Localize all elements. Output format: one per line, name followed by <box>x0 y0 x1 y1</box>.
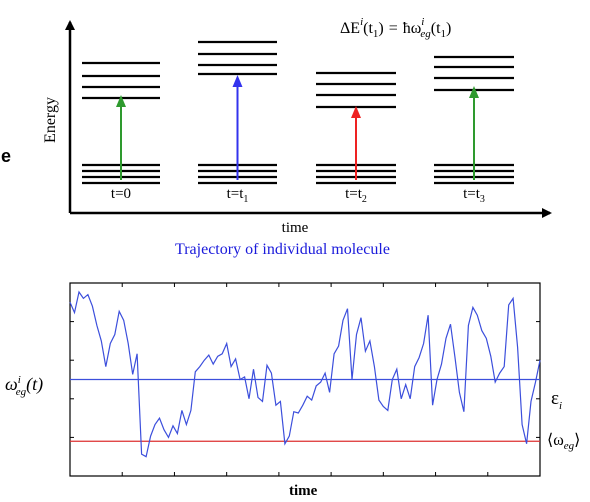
omega-eg-axis-label: ωieg(t) <box>5 374 44 398</box>
energy-level-diagram: Energy time ΔEi(t1) = ħωi eg(t1) t=0 t=t1 t=t… <box>42 16 552 236</box>
energy-column: t=t1 <box>198 40 277 205</box>
transition-arrowhead <box>469 86 479 98</box>
energy-axis-label: Energy <box>42 97 59 143</box>
transition-arrowhead <box>232 75 243 87</box>
energy-column: t=t2 <box>316 71 396 205</box>
cropped-text-fragment: e <box>1 146 12 166</box>
epsilon-label: εi <box>551 388 563 412</box>
energy-column: t=0 <box>82 61 160 202</box>
time-point-label: t=0 <box>111 186 131 202</box>
chart-title: Trajectory of individual molecule <box>175 241 390 258</box>
energy-equation: ΔEi(t1) = ħωi eg(t1) <box>340 16 451 40</box>
time-point-label: t=t1 <box>227 186 249 205</box>
trajectory-series-line <box>69 290 541 458</box>
energy-column: t=t3 <box>434 55 514 205</box>
time-point-label: t=t3 <box>463 186 485 205</box>
x-axis-label: time <box>289 483 318 499</box>
transition-arrowhead <box>116 95 126 107</box>
time-axis-label: time <box>282 220 309 236</box>
time-point-label: t=t2 <box>345 186 367 205</box>
frame-ticks <box>70 283 540 476</box>
transition-arrowhead <box>351 106 361 118</box>
average-omega-label: ⟨ωeg⟩ <box>547 432 581 453</box>
